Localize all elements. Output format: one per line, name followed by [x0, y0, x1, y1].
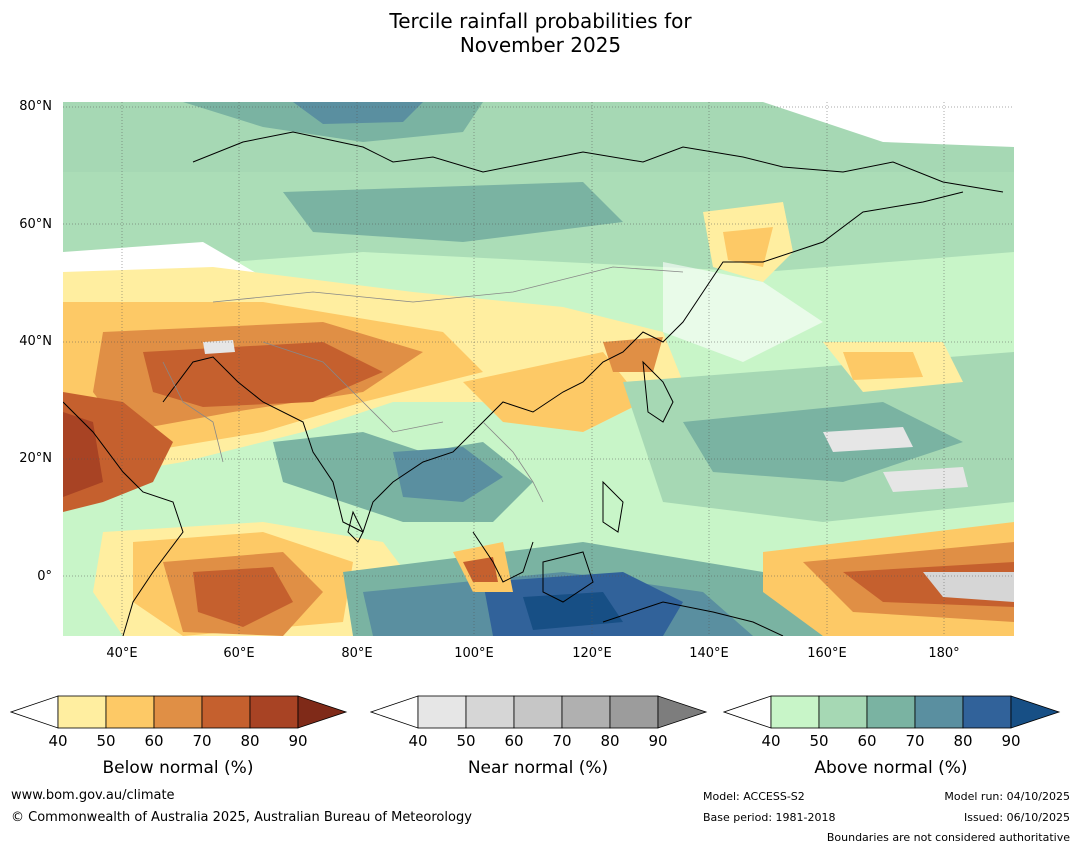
colorbar-segment	[57, 695, 107, 729]
colorbar-tick-label: 60	[504, 732, 524, 750]
colorbar-segment	[417, 695, 467, 729]
model-text: Model: ACCESS-S2	[703, 790, 805, 803]
colorbar-tick-label: 40	[761, 732, 781, 750]
colorbar-label-above: Above normal (%)	[814, 758, 968, 778]
lon-label-120e: 120°E	[572, 646, 612, 661]
lat-label-20n: 20°N	[19, 451, 52, 466]
lon-label-40e: 40°E	[106, 646, 138, 661]
colorbar-tick-label: 90	[648, 732, 668, 750]
colorbar-segment	[513, 695, 563, 729]
colorbar-below-normal	[10, 695, 348, 729]
colorbar-segment	[770, 695, 820, 729]
colorbar-tick-label: 50	[456, 732, 476, 750]
base-period-text: Base period: 1981-2018	[703, 811, 836, 824]
lat-label-0: 0°	[37, 569, 52, 584]
country-borders	[162, 266, 684, 503]
lat-label-40n: 40°N	[19, 334, 52, 349]
colorbar-segment	[561, 695, 611, 729]
colorbar-tick-label: 80	[240, 732, 260, 750]
colorbar-label-below: Below normal (%)	[102, 758, 254, 778]
colorbar-segment	[201, 695, 251, 729]
lat-label-80n: 80°N	[19, 99, 52, 114]
issued-text: Issued: 06/10/2025	[963, 811, 1070, 824]
disclaimer-text: Boundaries are not considered authoritat…	[826, 831, 1070, 844]
colorbar-near-normal	[370, 695, 708, 729]
colorbar-label-near: Near normal (%)	[467, 758, 609, 778]
colorbar-tick-label: 70	[552, 732, 572, 750]
colorbar-segment	[818, 695, 868, 729]
colorbar-segment	[153, 695, 203, 729]
lon-label-100e: 100°E	[454, 646, 494, 661]
rainfall-probability-map	[63, 102, 1014, 636]
lon-label-80e: 80°E	[341, 646, 373, 661]
colorbar-tick-label: 80	[953, 732, 973, 750]
lon-label-180: 180°	[928, 646, 960, 661]
colorbar-tick-label: 70	[192, 732, 212, 750]
colorbar-left-extend	[370, 695, 419, 729]
coastlines	[63, 131, 1004, 636]
colorbar-right-extend	[297, 695, 348, 729]
copyright-text: © Commonwealth of Australia 2025, Austra…	[11, 810, 472, 825]
website-link[interactable]: www.bom.gov.au/climate	[11, 788, 175, 803]
colorbar-tick-label: 60	[857, 732, 877, 750]
colorbar-segment	[609, 695, 659, 729]
colorbar-segment	[465, 695, 515, 729]
colorbar-right-extend	[657, 695, 708, 729]
colorbar-tick-label: 40	[408, 732, 428, 750]
map-title-line1: Tercile rainfall probabilities for	[389, 9, 692, 33]
model-run-text: Model run: 04/10/2025	[944, 790, 1070, 803]
lon-label-160e: 160°E	[807, 646, 847, 661]
colorbar-tick-label: 50	[809, 732, 829, 750]
lon-label-60e: 60°E	[223, 646, 255, 661]
map-title-line2: November 2025	[459, 33, 622, 57]
colorbar-segment	[105, 695, 155, 729]
colorbar-left-extend	[723, 695, 772, 729]
colorbar-tick-label: 60	[144, 732, 164, 750]
colorbar-tick-label: 90	[288, 732, 308, 750]
colorbar-tick-label: 50	[96, 732, 116, 750]
colorbar-tick-label: 80	[600, 732, 620, 750]
colorbar-above-normal	[723, 695, 1061, 729]
lat-label-60n: 60°N	[19, 217, 52, 232]
colorbar-right-extend	[1010, 695, 1061, 729]
colorbar-segment	[914, 695, 964, 729]
colorbar-segment	[249, 695, 299, 729]
colorbar-tick-label: 90	[1001, 732, 1021, 750]
colorbar-tick-label: 70	[905, 732, 925, 750]
colorbar-segment	[962, 695, 1012, 729]
colorbar-tick-label: 40	[48, 732, 68, 750]
colorbar-left-extend	[10, 695, 59, 729]
lon-label-140e: 140°E	[689, 646, 729, 661]
colorbar-segment	[866, 695, 916, 729]
